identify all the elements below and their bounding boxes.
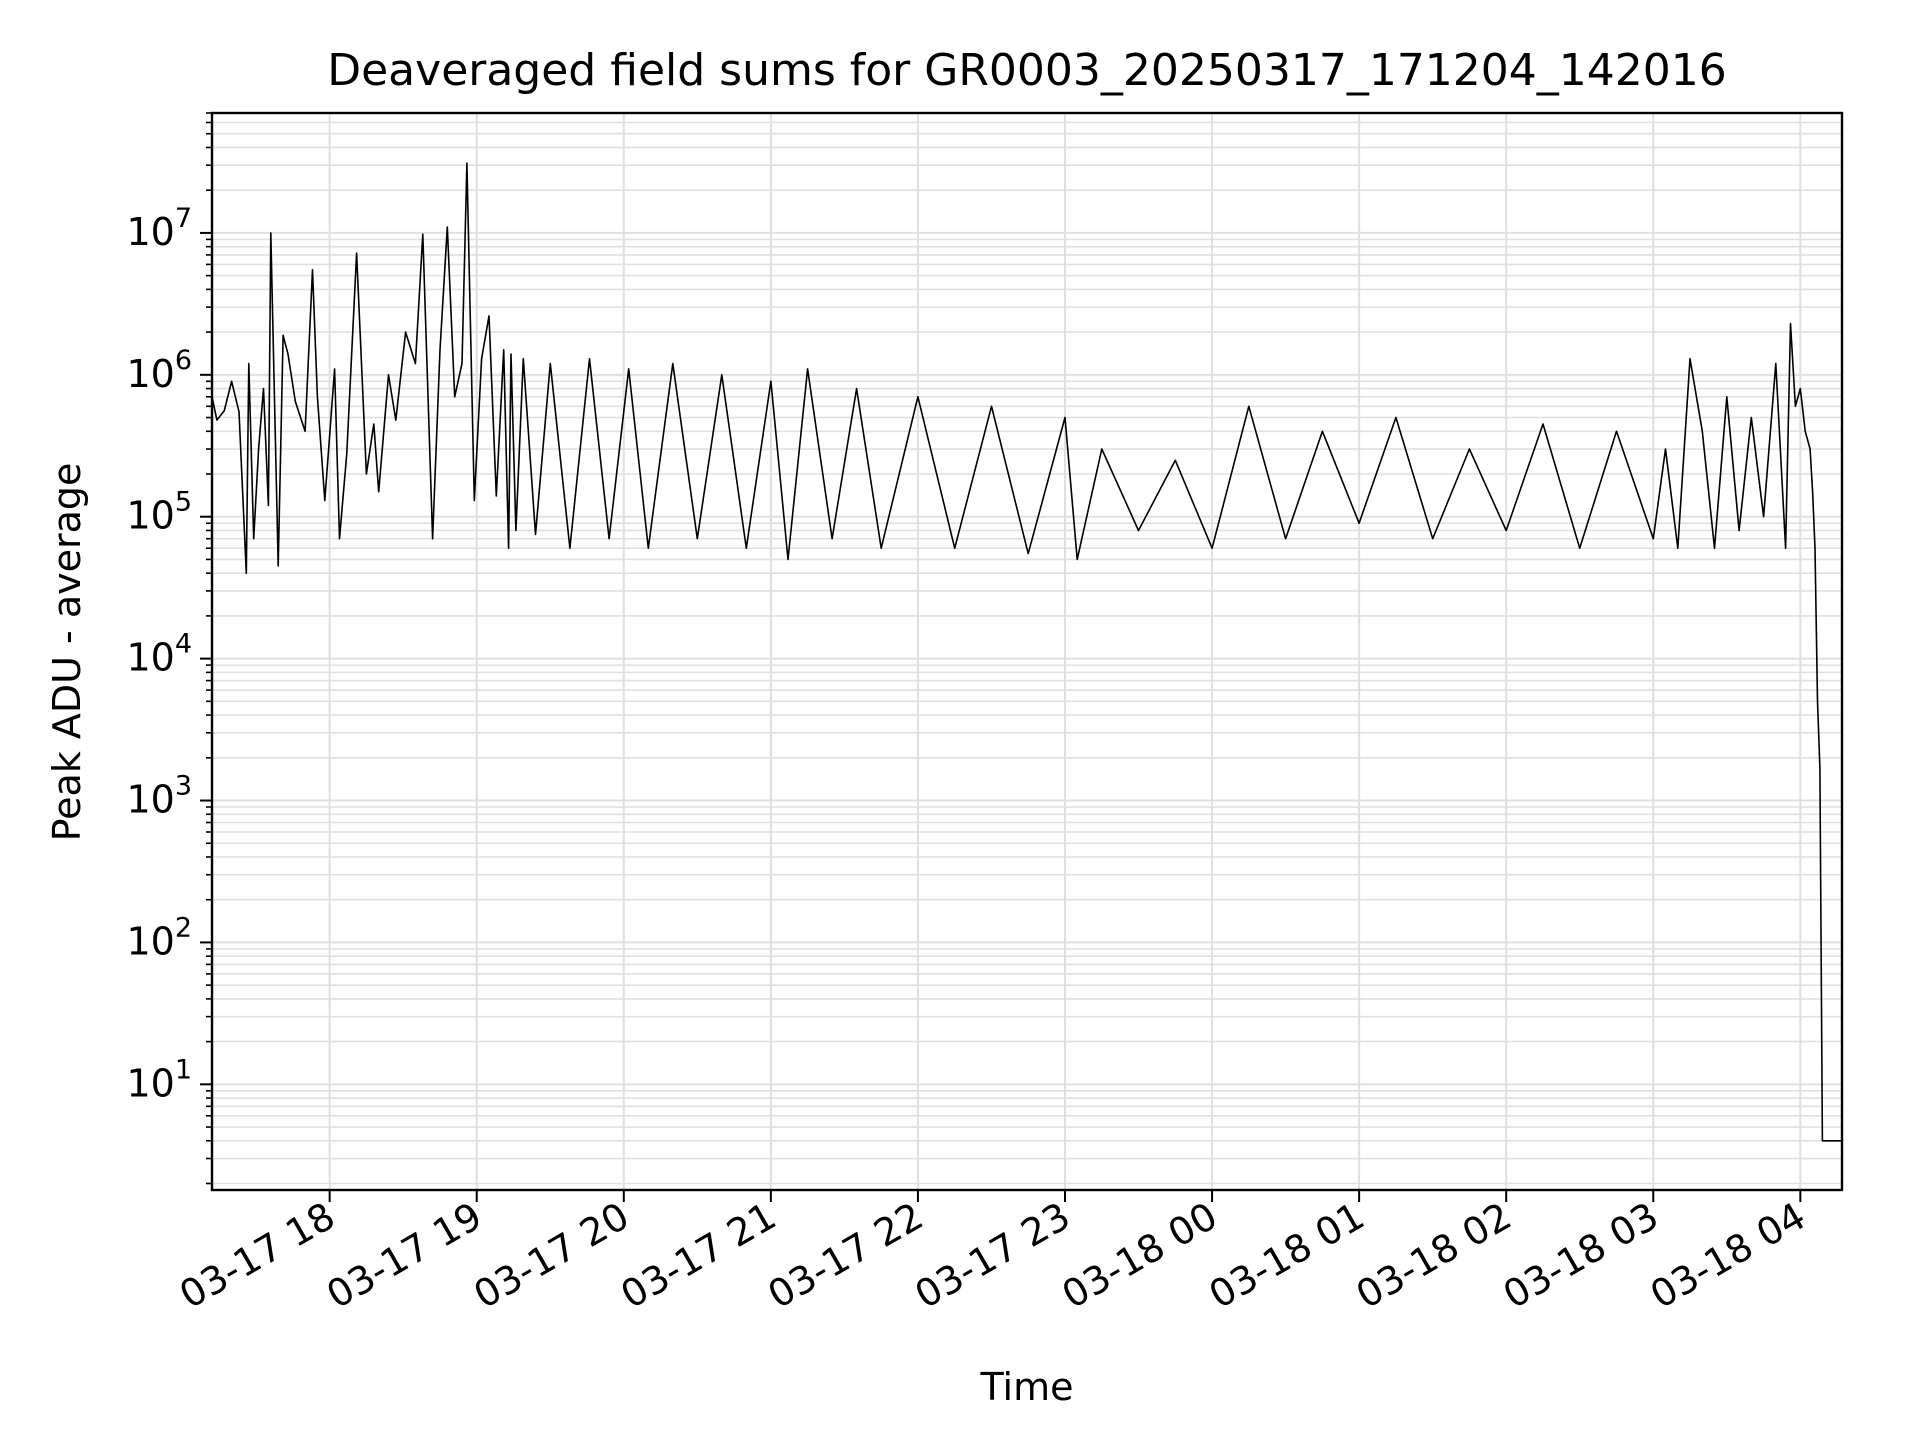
- y-tick-label: 103: [126, 771, 192, 822]
- x-tick-label: 03-17 22: [760, 1194, 930, 1318]
- y-tick-label: 102: [126, 912, 192, 963]
- x-tick-label: 03-17 18: [172, 1194, 342, 1318]
- y-tick-label: 107: [126, 203, 192, 254]
- x-tick-label: 03-18 02: [1349, 1194, 1519, 1318]
- chart-title: Deaveraged field sums for GR0003_2025031…: [327, 45, 1727, 96]
- series-layer: [211, 162, 1842, 1142]
- y-axis-label: Peak ADU - average: [45, 463, 89, 842]
- x-axis-label: Time: [980, 1365, 1074, 1409]
- x-tick-label: 03-17 19: [319, 1194, 489, 1318]
- series-line: [211, 162, 1842, 1142]
- y-tick-label: 104: [126, 629, 192, 680]
- y-axis: 101 102 103 104 105 106 107: [126, 112, 212, 1185]
- y-tick-label: 106: [126, 345, 192, 396]
- grid-layer: [212, 112, 1842, 1190]
- y-tick-label: 105: [126, 487, 192, 538]
- plot-frame: [210, 111, 1844, 1192]
- y-tick-label: 101: [126, 1054, 192, 1105]
- x-tick-label: 03-18 04: [1643, 1194, 1813, 1318]
- x-tick-label: 03-17 23: [908, 1194, 1078, 1318]
- x-tick-label: 03-18 01: [1202, 1194, 1372, 1318]
- x-tick-label: 03-17 21: [613, 1194, 783, 1318]
- x-tick-label: 03-18 03: [1496, 1194, 1666, 1318]
- x-tick-label: 03-17 20: [466, 1194, 636, 1318]
- x-tick-label: 03-18 00: [1055, 1194, 1225, 1318]
